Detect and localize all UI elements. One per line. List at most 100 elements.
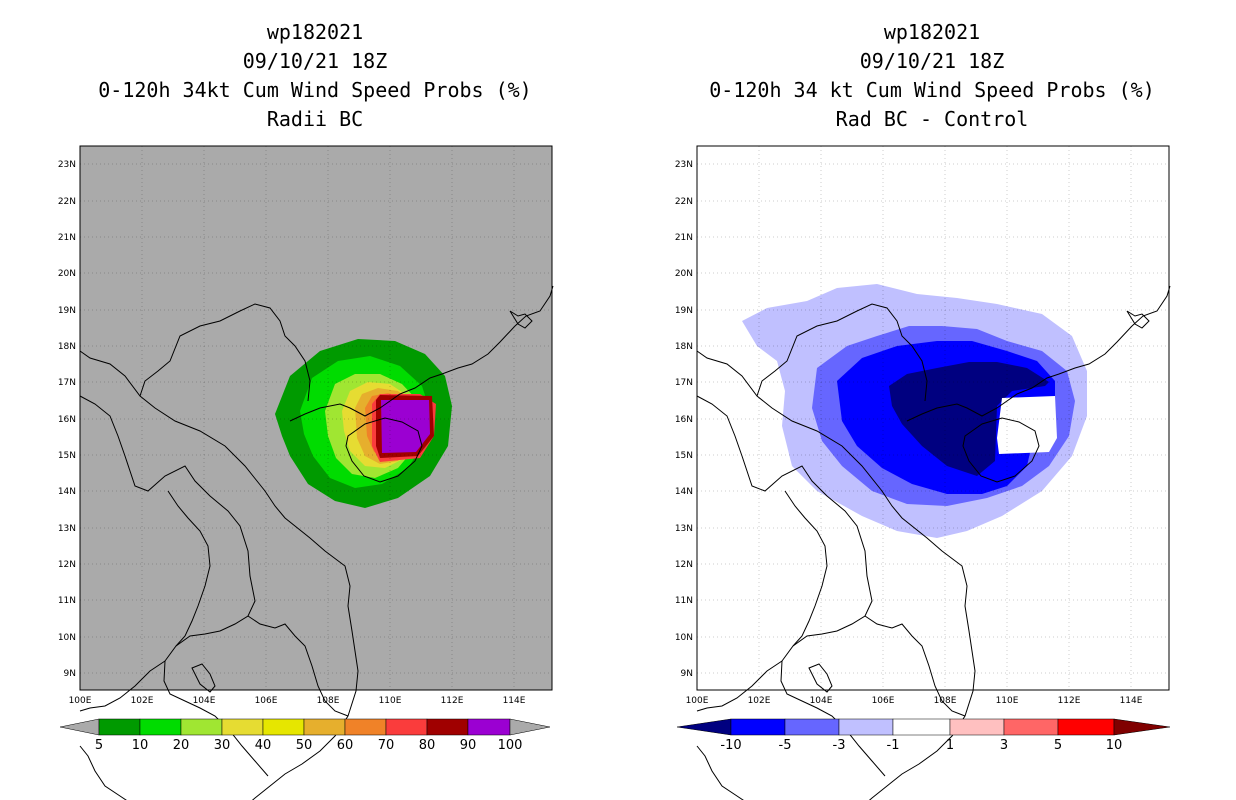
left-lon-label: 104E (193, 696, 216, 706)
right-colorbar-segment (784, 718, 840, 736)
right-lat-label: 11N (675, 596, 693, 606)
right-map (696, 145, 1171, 800)
right-lat-label: 15N (675, 451, 693, 461)
left-colorbar-label: 70 (378, 738, 395, 753)
left-lat-label: 11N (58, 596, 76, 606)
right-colorbar-segment (1003, 718, 1059, 736)
left-lon-label: 106E (255, 696, 278, 706)
left-title-date: 09/10/21 18Z (242, 49, 388, 73)
left-colorbar-segment (344, 718, 387, 736)
left-title-storm-id: wp182021 (266, 20, 364, 44)
left-lat-label: 20N (58, 269, 76, 279)
right-lon-label: 106E (872, 696, 895, 706)
left-colorbar-label: 40 (255, 738, 272, 753)
left-lon-label: 102E (131, 696, 154, 706)
right-lat-label: 14N (675, 487, 693, 497)
left-lon-label: 110E (379, 696, 402, 706)
left-colorbar-segment (385, 718, 428, 736)
left-colorbar-over-arrow (509, 718, 551, 736)
left-lon-label: 100E (69, 696, 92, 706)
left-colorbar-segment (221, 718, 264, 736)
left-lat-label: 10N (58, 633, 76, 643)
right-title-date: 09/10/21 18Z (859, 49, 1005, 73)
left-map-title: wp182021 09/10/21 18Z 0-120h 34kt Cum Wi… (80, 18, 550, 134)
right-colorbar-label: -1 (887, 738, 900, 753)
right-lat-label: 12N (675, 560, 693, 570)
right-lat-label: 18N (675, 342, 693, 352)
left-colorbar-segment (180, 718, 223, 736)
left-lat-label: 21N (58, 233, 76, 243)
right-lon-label: 104E (810, 696, 833, 706)
left-colorbar-labels: 5 10 20 30 40 50 60 70 80 90 100 (95, 738, 523, 753)
left-colorbar-label: 20 (173, 738, 190, 753)
right-colorbar-label: 10 (1106, 738, 1123, 753)
right-colorbar-label: 5 (1054, 738, 1062, 753)
right-lon-labels: 100E 102E 104E 106E 108E 110E 112E 114E (686, 696, 1143, 706)
left-colorbar-label: 50 (296, 738, 313, 753)
left-lon-label: 114E (503, 696, 526, 706)
left-colorbar-label: 5 (95, 738, 103, 753)
left-colorbar-segment (467, 718, 511, 736)
right-map-title: wp182021 09/10/21 18Z 0-120h 34 kt Cum W… (697, 18, 1167, 134)
right-lat-labels: 23N 22N 21N 20N 19N 18N 17N 16N 15N 14N … (675, 160, 693, 679)
right-lat-label: 13N (675, 524, 693, 534)
right-title-storm-id: wp182021 (883, 20, 981, 44)
right-colorbar-over-arrow (1113, 718, 1171, 736)
left-lat-label: 22N (58, 197, 76, 207)
left-lon-label: 112E (441, 696, 464, 706)
left-colorbar-label: 30 (214, 738, 231, 753)
left-colorbar-under-arrow (59, 718, 100, 736)
left-colorbar-label: 60 (337, 738, 354, 753)
left-colorbar-segment (139, 718, 182, 736)
right-colorbar-segment (892, 718, 951, 736)
left-lat-label: 14N (58, 487, 76, 497)
left-lat-label: 18N (58, 342, 76, 352)
left-colorbar-label: 90 (460, 738, 477, 753)
left-colorbar (59, 718, 551, 736)
left-lat-label: 15N (58, 451, 76, 461)
right-colorbar-label: -5 (779, 738, 792, 753)
left-lat-label: 16N (58, 415, 76, 425)
right-colorbar-segment (949, 718, 1005, 736)
right-colorbar-segment (1057, 718, 1115, 736)
left-map (79, 145, 554, 800)
right-lat-label: 23N (675, 160, 693, 170)
left-lat-label: 12N (58, 560, 76, 570)
right-colorbar-label: -3 (833, 738, 846, 753)
left-colorbar-segment (262, 718, 305, 736)
left-colorbar-segment (426, 718, 469, 736)
right-colorbar-label: 3 (1000, 738, 1008, 753)
right-title-variant: Rad BC - Control (835, 107, 1029, 131)
right-lon-label: 108E (934, 696, 957, 706)
right-title-product: 0-120h 34 kt Cum Wind Speed Probs (%) (709, 78, 1155, 102)
right-lon-label: 100E (686, 696, 709, 706)
right-lon-label: 110E (996, 696, 1019, 706)
right-lat-label: 9N (681, 669, 693, 679)
left-lat-label: 17N (58, 378, 76, 388)
right-lon-label: 102E (748, 696, 771, 706)
right-gridlines (697, 146, 1169, 690)
left-title-product: 0-120h 34kt Cum Wind Speed Probs (%) (98, 78, 532, 102)
left-colorbar-label: 10 (132, 738, 149, 753)
left-title-variant: Radii BC (266, 107, 364, 131)
right-lat-label: 21N (675, 233, 693, 243)
right-lat-label: 19N (675, 306, 693, 316)
right-lat-label: 22N (675, 197, 693, 207)
left-probability-contours (275, 339, 452, 508)
right-colorbar-segment (838, 718, 894, 736)
right-lat-label: 10N (675, 633, 693, 643)
left-lat-labels: 23N 22N 21N 20N 19N 18N 17N 16N 15N 14N … (58, 160, 76, 679)
right-lon-label: 112E (1058, 696, 1081, 706)
left-colorbar-label: 100 (498, 738, 523, 753)
right-lat-label: 16N (675, 415, 693, 425)
left-lat-label: 9N (64, 669, 76, 679)
right-colorbar-label: 1 (946, 738, 954, 753)
left-lon-label: 108E (317, 696, 340, 706)
left-lat-label: 13N (58, 524, 76, 534)
right-colorbar-labels: -10 -5 -3 -1 1 3 5 10 (720, 738, 1122, 753)
left-lat-label: 23N (58, 160, 76, 170)
right-lat-label: 17N (675, 378, 693, 388)
right-colorbar-segment (730, 718, 786, 736)
right-colorbar-label: -10 (720, 738, 741, 753)
